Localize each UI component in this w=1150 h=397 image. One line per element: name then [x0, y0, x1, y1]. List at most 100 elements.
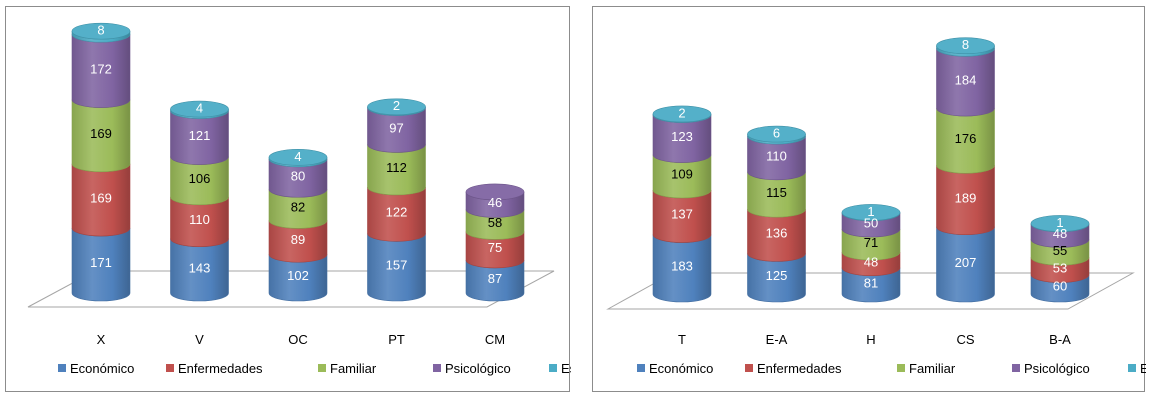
category-label-b-a: B-A — [1049, 332, 1071, 347]
category-label-t: T — [678, 332, 686, 347]
data-label-oc-economico: 102 — [287, 268, 309, 283]
data-label-pt-escolares: 2 — [393, 98, 400, 113]
legend-label: Enfermedades — [178, 361, 263, 376]
legend-swatch — [318, 364, 326, 372]
legend-item-familiar: Familiar — [318, 361, 377, 376]
category-label-pt: PT — [388, 332, 405, 347]
legend-label: Enfermedades — [757, 361, 842, 376]
bar-cs: 207 189 176 184 8 — [936, 37, 995, 303]
legend-item-enfermedades: Enfermedades — [745, 361, 842, 376]
bar-t: 183 137 109 123 2 — [652, 105, 712, 303]
data-label-e-a-enfermedades: 136 — [766, 226, 788, 241]
data-label-t-psicologico: 123 — [671, 129, 693, 144]
legend-item-enfermedades: Enfermedades — [166, 361, 263, 376]
data-label-e-a-psicologico: 110 — [766, 148, 787, 163]
data-label-e-a-familiar: 115 — [766, 185, 787, 200]
data-label-v-familiar: 106 — [189, 171, 211, 186]
data-label-v-enfermedades: 110 — [189, 212, 210, 227]
data-label-cm-psicologico: 46 — [488, 195, 502, 210]
data-label-pt-psicologico: 97 — [389, 120, 403, 135]
bar-b-a: 60 53 55 481 — [1030, 215, 1090, 303]
legend-label: Familiar — [330, 361, 377, 376]
data-label-pt-enfermedades: 122 — [386, 205, 408, 220]
data-label-oc-psicologico: 80 — [291, 168, 305, 183]
legend-swatch — [166, 364, 174, 372]
data-label-e-a-economico: 125 — [766, 268, 788, 283]
legend-item-escolares: Escolares — [1128, 361, 1146, 376]
data-label-t-enfermedades: 137 — [671, 207, 693, 222]
bar-cap-cs — [936, 37, 995, 55]
chart-panel-right: 183 137 109 123 2 T 125 136 115 110 6 E-A 81 48 71 50 1 H… — [592, 6, 1146, 392]
legend-label: Escolares — [1140, 361, 1146, 376]
data-label-cm-economico: 87 — [488, 271, 502, 286]
chart-panel-left: 171 169 169 172 8 X 143 110 106 121 4 V 102 89 82 80 4 OC… — [5, 6, 571, 392]
legend-item-familiar: Familiar — [897, 361, 956, 376]
data-label-oc-escolares: 4 — [294, 149, 301, 164]
data-label-x-familiar: 169 — [90, 126, 112, 141]
data-label-cs-familiar: 176 — [955, 131, 977, 146]
legend-label: Escolares — [561, 361, 571, 376]
data-label-b-a-economico: 60 — [1053, 279, 1067, 294]
category-label-x: X — [97, 332, 106, 347]
data-label-cm-enfermedades: 75 — [488, 240, 502, 255]
legend-swatch — [433, 364, 441, 372]
bar-cap-oc — [268, 149, 328, 166]
bar-cap-cm — [465, 183, 525, 201]
bar-pt: 157 122 112 97 2 — [367, 98, 426, 302]
data-label-pt-familiar: 112 — [386, 160, 407, 175]
data-label-t-economico: 183 — [671, 259, 693, 274]
legend-swatch — [1128, 364, 1136, 372]
data-label-t-escolares: 2 — [678, 105, 685, 120]
legend-label: Psicológico — [445, 361, 511, 376]
legend-swatch — [897, 364, 905, 372]
legend-item-economico: Económico — [58, 361, 134, 376]
category-label-h: H — [866, 332, 875, 347]
data-label-b-a-psicologico: 48 — [1053, 226, 1067, 241]
bar-cap-h — [841, 204, 901, 221]
stacked-cylinder-chart-left: 171 169 169 172 8 X 143 110 106 121 4 V 102 89 82 80 4 OC… — [27, 22, 571, 376]
legend-swatch — [637, 364, 645, 372]
category-label-cs: CS — [956, 332, 974, 347]
legend-item-psicologico: Psicológico — [433, 361, 511, 376]
data-label-h-enfermedades: 48 — [864, 254, 878, 269]
legend-label: Familiar — [909, 361, 956, 376]
legend-label: Económico — [649, 361, 713, 376]
data-label-b-a-enfermedades: 53 — [1053, 260, 1067, 275]
legend-label: Psicológico — [1024, 361, 1090, 376]
data-label-e-a-escolares: 6 — [773, 126, 780, 141]
bar-x: 171 169 169 172 8 — [71, 22, 131, 302]
data-label-x-enfermedades: 169 — [90, 190, 112, 205]
data-label-x-psicologico: 172 — [90, 61, 112, 76]
data-label-b-a-escolares: 1 — [1056, 215, 1063, 230]
data-label-cs-psicologico: 184 — [955, 73, 977, 88]
bar-h: 81 48 71 501 — [841, 204, 901, 303]
data-label-oc-familiar: 82 — [291, 199, 305, 214]
category-label-e-a: E-A — [766, 332, 788, 347]
data-label-t-familiar: 109 — [671, 167, 693, 182]
data-label-h-psicologico: 50 — [864, 215, 878, 230]
legend-label: Económico — [70, 361, 134, 376]
data-label-pt-economico: 157 — [386, 258, 408, 273]
legend-swatch — [1012, 364, 1020, 372]
category-label-v: V — [195, 332, 204, 347]
data-label-b-a-familiar: 55 — [1053, 243, 1067, 258]
stacked-cylinder-chart-right: 1831371091232T1251361151106E-A814871501H… — [606, 37, 1146, 376]
bar-cap-x — [71, 22, 131, 40]
data-label-cs-escolares: 8 — [962, 37, 969, 52]
data-label-x-escolares: 8 — [97, 23, 104, 38]
data-label-v-economico: 143 — [189, 260, 211, 275]
legend-item-economico: Económico — [637, 361, 713, 376]
bar-e-a: 125 136 115 110 6 — [747, 125, 806, 303]
data-label-h-economico: 81 — [864, 275, 878, 290]
legend-item-psicologico: Psicológico — [1012, 361, 1090, 376]
data-label-v-escolares: 4 — [196, 101, 203, 116]
bar-cap-e-a — [747, 125, 806, 143]
bar-cap-b-a — [1030, 215, 1090, 232]
legend-swatch — [549, 364, 557, 372]
legend-swatch — [745, 364, 753, 372]
data-label-x-economico: 171 — [90, 255, 112, 270]
data-label-oc-enfermedades: 89 — [291, 232, 305, 247]
bar-cap-t — [652, 105, 712, 123]
bar-cm: 87 75 58 46 — [465, 183, 525, 302]
category-label-cm: CM — [485, 332, 505, 347]
